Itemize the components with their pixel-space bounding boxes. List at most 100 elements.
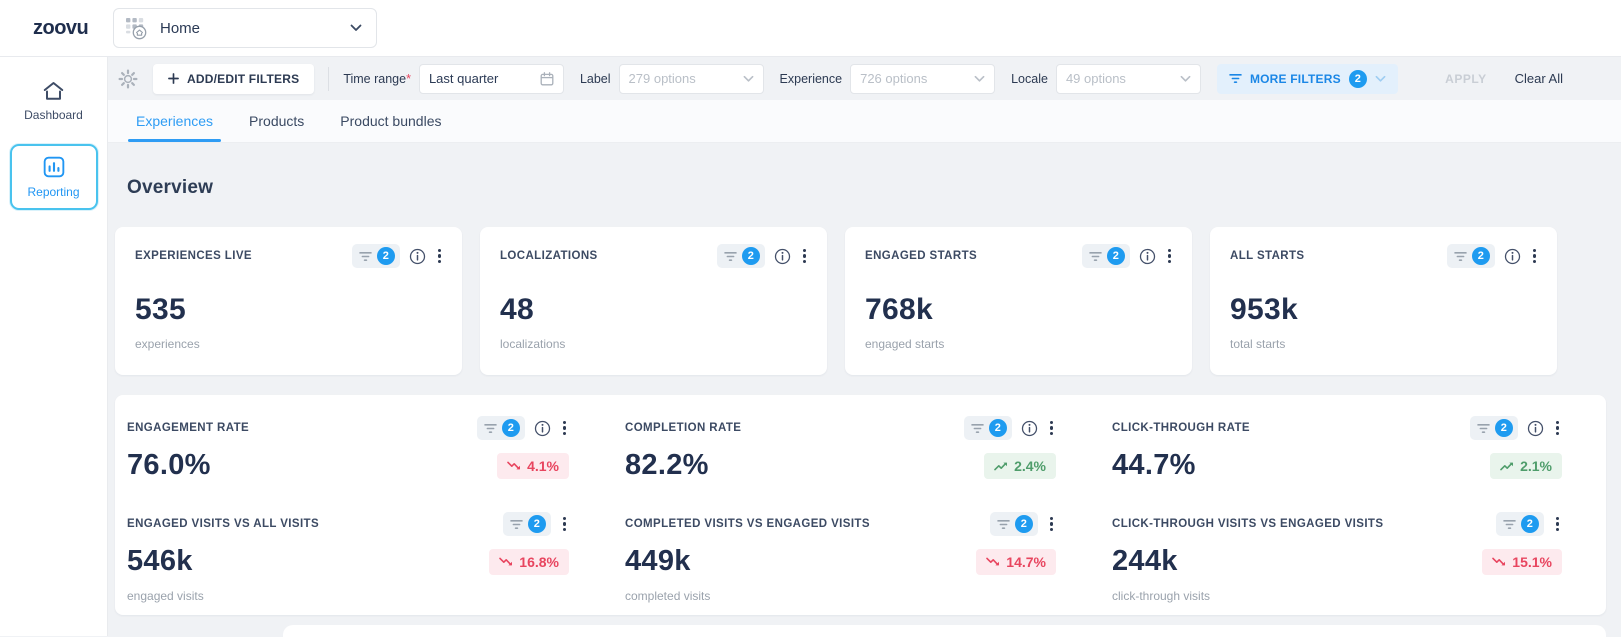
apply-button[interactable]: APPLY	[1445, 71, 1487, 86]
info-icon[interactable]	[1139, 248, 1156, 265]
filter-icon	[971, 423, 984, 434]
card-filter-pill[interactable]: 2	[351, 244, 400, 268]
tab-products[interactable]: Products	[249, 113, 305, 129]
card-filter-pill[interactable]: 2	[963, 416, 1012, 440]
kebab-menu-icon[interactable]	[1530, 247, 1539, 266]
bar-chart-icon	[43, 156, 65, 178]
time-range-label: Time range*	[343, 71, 411, 86]
locale-filter-placeholder: 49 options	[1065, 71, 1126, 86]
sidebar: Dashboard Reporting	[0, 57, 108, 636]
filter-icon	[510, 519, 523, 530]
label-filter-select[interactable]: 279 options	[618, 63, 764, 94]
metric-value: 44.7%	[1112, 449, 1196, 481]
info-icon[interactable]	[1504, 248, 1521, 265]
metric-value: 82.2%	[625, 449, 709, 481]
card-filter-pill[interactable]: 2	[716, 244, 765, 268]
filter-icon	[484, 423, 497, 434]
info-icon[interactable]	[1527, 420, 1544, 437]
sidebar-item-reporting[interactable]: Reporting	[9, 144, 98, 210]
required-marker: *	[406, 71, 411, 86]
metric-cell-engagement-rate: ENGAGEMENT RATE 2 76.0%	[115, 408, 613, 504]
info-icon[interactable]	[774, 248, 791, 265]
kebab-menu-icon[interactable]	[1553, 515, 1562, 534]
gear-icon[interactable]	[118, 69, 138, 89]
filter-count-badge: 2	[527, 515, 546, 533]
card-subtitle: engaged starts	[865, 337, 945, 351]
filter-icon	[359, 251, 372, 262]
add-edit-filters-label: ADD/EDIT FILTERS	[187, 71, 300, 86]
card-subtitle: experiences	[135, 337, 200, 351]
filter-icon	[724, 251, 737, 262]
info-icon[interactable]	[1021, 420, 1038, 437]
info-icon[interactable]	[409, 248, 426, 265]
metric-subtitle: click-through visits	[1112, 589, 1211, 603]
filter-count-badge: 2	[1471, 247, 1490, 265]
card-filter-pill[interactable]: 2	[476, 416, 525, 440]
card-filter-pill[interactable]: 2	[1446, 244, 1495, 268]
kebab-menu-icon[interactable]	[800, 247, 809, 266]
add-edit-filters-button[interactable]: ADD/EDIT FILTERS	[153, 63, 315, 94]
next-card-peek	[283, 625, 1606, 637]
kebab-menu-icon[interactable]	[1047, 419, 1056, 438]
filter-count-badge: 2	[741, 247, 760, 265]
main-area: ADD/EDIT FILTERS Time range* Last quarte…	[108, 57, 1621, 637]
trending-down-icon	[986, 557, 1000, 567]
workspace-selector[interactable]: Home	[113, 8, 377, 48]
filter-count-badge: 2	[501, 419, 520, 437]
filter-icon	[1477, 423, 1490, 434]
metric-value: 546k	[127, 545, 193, 577]
trend-badge: 2.4%	[984, 452, 1056, 479]
card-value: 768k	[865, 293, 933, 326]
filter-count-badge: 2	[1494, 419, 1513, 437]
filter-icon	[1503, 519, 1516, 530]
trending-down-icon	[507, 461, 521, 471]
kpi-row: EXPERIENCES LIVE 2 535 experiences LOC	[115, 227, 1606, 375]
kebab-menu-icon[interactable]	[560, 515, 569, 534]
card-filter-pill[interactable]: 2	[502, 512, 551, 536]
more-filters-button[interactable]: MORE FILTERS 2	[1216, 63, 1398, 94]
kebab-menu-icon[interactable]	[1553, 419, 1562, 438]
kebab-menu-icon[interactable]	[435, 247, 444, 266]
card-filter-pill[interactable]: 2	[1081, 244, 1130, 268]
label-filter-label: Label	[579, 71, 611, 86]
metric-cell-completed-visits: COMPLETED VISITS VS ENGAGED VISITS 2 449…	[613, 504, 1100, 615]
kebab-menu-icon[interactable]	[1165, 247, 1174, 266]
time-range-value: Last quarter	[428, 71, 499, 86]
card-title: COMPLETION RATE	[625, 422, 742, 434]
page-title: Overview	[127, 177, 214, 198]
filter-count-badge: 2	[1014, 515, 1033, 533]
chevron-down-icon	[1180, 75, 1191, 83]
info-icon[interactable]	[534, 420, 551, 437]
tab-product-bundles[interactable]: Product bundles	[340, 113, 442, 129]
metric-cell-click-through-visits: CLICK-THROUGH VISITS VS ENGAGED VISITS 2…	[1100, 504, 1606, 615]
workspace-grid-icon	[124, 15, 150, 41]
time-range-input[interactable]: Last quarter	[418, 63, 564, 94]
trending-down-icon	[1492, 557, 1506, 567]
content: Overview EXPERIENCES LIVE 2 535 ex	[108, 177, 1621, 637]
clear-all-button[interactable]: Clear All	[1514, 71, 1563, 86]
sidebar-item-dashboard[interactable]: Dashboard	[18, 73, 89, 130]
card-title: CLICK-THROUGH RATE	[1112, 422, 1250, 434]
trend-badge: 16.8%	[489, 548, 569, 575]
trending-down-icon	[499, 557, 513, 567]
filter-icon	[1454, 251, 1467, 262]
tab-experiences[interactable]: Experiences	[128, 100, 222, 142]
card-filter-pill[interactable]: 2	[1495, 512, 1544, 536]
experience-filter-select[interactable]: 726 options	[850, 63, 996, 94]
divider	[328, 66, 330, 91]
chevron-down-icon	[350, 24, 362, 32]
chevron-down-icon	[974, 75, 985, 83]
locale-filter-select[interactable]: 49 options	[1055, 63, 1201, 94]
kebab-menu-icon[interactable]	[1047, 515, 1056, 534]
card-filter-pill[interactable]: 2	[1469, 416, 1518, 440]
chevron-down-icon	[1375, 75, 1386, 83]
card-filter-pill[interactable]: 2	[989, 512, 1038, 536]
zoovu-logo: zoovu	[33, 16, 89, 39]
home-icon	[42, 81, 65, 101]
experience-filter-placeholder: 726 options	[860, 71, 928, 86]
sidebar-item-label: Dashboard	[24, 108, 83, 122]
card-title: ENGAGED STARTS	[865, 250, 978, 262]
kebab-menu-icon[interactable]	[560, 419, 569, 438]
locale-filter-label: Locale	[1011, 71, 1048, 86]
plus-icon	[168, 73, 179, 84]
